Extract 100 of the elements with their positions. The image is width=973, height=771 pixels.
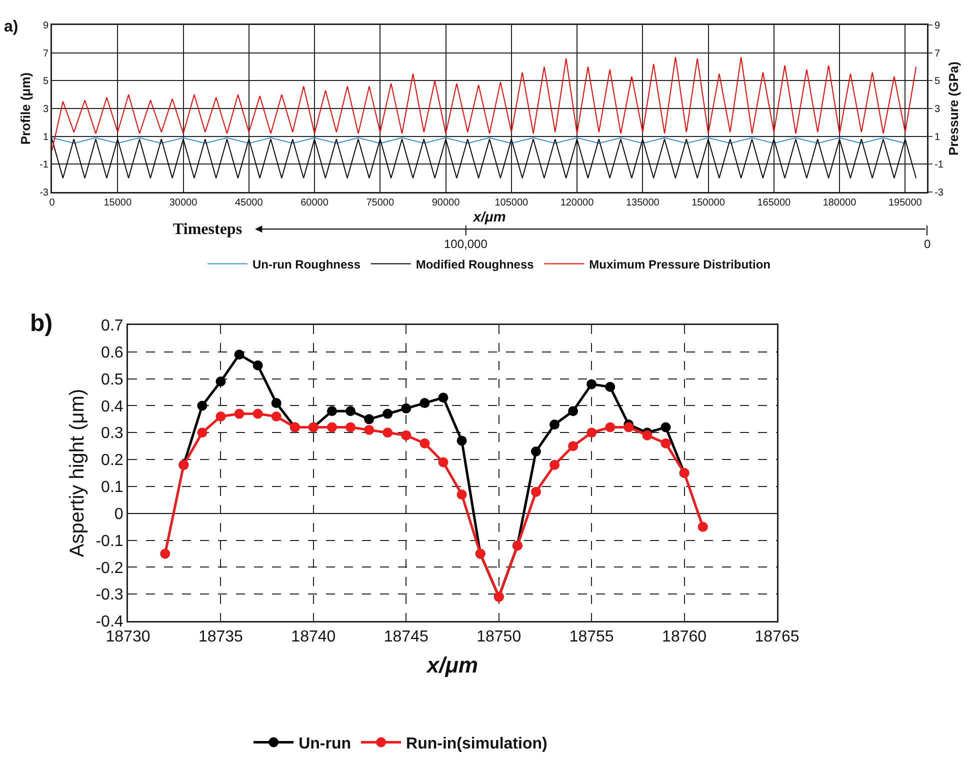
- point: [642, 430, 652, 440]
- y-tick-label: 0.3: [101, 425, 124, 442]
- point: [160, 548, 170, 559]
- y-tick-label: -3: [40, 188, 49, 198]
- point: [197, 400, 208, 411]
- point: [346, 406, 356, 416]
- x-tick-label: 180000: [822, 198, 857, 208]
- y2-tick-label: 5: [934, 76, 940, 88]
- point: [438, 392, 448, 403]
- point: [252, 408, 263, 419]
- y-tick-label: 5: [42, 76, 49, 88]
- point: [234, 408, 244, 419]
- point: [456, 436, 467, 446]
- x-tick-label: 18760: [662, 628, 707, 646]
- y-tick-label: 0.6: [101, 344, 124, 362]
- point: [326, 422, 337, 432]
- y-tick-label: -0.3: [96, 586, 124, 604]
- x-tick-label: 75000: [366, 198, 394, 208]
- x-tick-label: 60000: [300, 198, 329, 208]
- point: [401, 403, 412, 414]
- point: [605, 382, 616, 392]
- y-tick-label: -0.4: [96, 614, 124, 631]
- point: [549, 460, 560, 470]
- x-axis-title: x/μm: [426, 652, 478, 678]
- point: [698, 522, 708, 532]
- x-tick-label: 120000: [560, 198, 594, 208]
- y-tick-label: 7: [42, 48, 49, 60]
- point: [197, 428, 208, 438]
- line-series: [52, 56, 917, 151]
- y-tick-label: 0.5: [101, 371, 124, 388]
- y-tick-label: 9: [42, 20, 49, 32]
- point: [234, 350, 244, 360]
- point: [568, 406, 578, 416]
- point: [660, 438, 671, 448]
- y-tick-label: -0.1: [96, 532, 124, 550]
- chart-title: a): [4, 18, 18, 36]
- x-tick-label: 105000: [494, 198, 528, 208]
- y-tick-label: 3: [42, 104, 49, 115]
- point: [382, 408, 393, 419]
- x-tick-label: 18765: [754, 628, 800, 646]
- x-tick-label: 15000: [104, 198, 132, 208]
- x-axis-title: x/μm: [472, 208, 506, 224]
- y-axis-title: Aspertiy hight (μm): [66, 388, 88, 558]
- x-tick-label: 18730: [106, 628, 150, 646]
- y-tick-label: 1: [42, 132, 49, 143]
- y-tick-label: 0.1: [101, 479, 124, 496]
- y-tick-label: -0.2: [96, 560, 124, 577]
- legend-label: Un-run Roughness: [252, 257, 361, 272]
- x-tick-label: 45000: [234, 198, 264, 208]
- legend-label: Muximum Pressure Distribution: [589, 257, 771, 272]
- y2-tick-label: 9: [934, 20, 940, 32]
- legend-label: Modified Roughness: [416, 257, 534, 272]
- x-tick-label: 18745: [384, 628, 428, 646]
- y-tick-label: 0.7: [101, 318, 124, 335]
- point: [326, 406, 337, 416]
- text: Timesteps: [173, 221, 242, 238]
- point: [216, 376, 226, 387]
- point: [660, 422, 671, 432]
- y-tick-label: 0.4: [101, 398, 124, 416]
- y-tick-label: 0: [114, 506, 124, 523]
- legend-label: Un-run: [298, 736, 352, 752]
- point: [401, 430, 412, 440]
- x-tick-label: 18735: [198, 628, 244, 646]
- point: [271, 398, 282, 408]
- y2-axis-title: Pressure (GPa): [946, 62, 962, 156]
- point: [605, 422, 616, 432]
- point: [364, 414, 374, 424]
- point: [364, 424, 374, 435]
- y-axis-title: Profile (μm): [18, 72, 33, 145]
- y2-tick-label: -1: [934, 160, 944, 171]
- x-tick-label: 90000: [432, 198, 460, 208]
- x-tick-label: 18755: [569, 628, 614, 646]
- point: [530, 486, 541, 497]
- point: [252, 360, 263, 370]
- point: [216, 411, 226, 422]
- point: [530, 446, 541, 456]
- chart-title: b): [30, 310, 53, 337]
- text: 100,000: [444, 237, 488, 251]
- point: [549, 420, 560, 430]
- x-tick-label: 195000: [888, 198, 922, 208]
- x-tick-label: 18740: [291, 628, 336, 646]
- point: [438, 457, 448, 468]
- y2-tick-label: -3: [934, 188, 944, 198]
- point: [271, 411, 282, 422]
- point: [568, 441, 578, 452]
- point: [420, 438, 430, 448]
- legend-label: Run-in(simulation): [406, 736, 548, 752]
- x-tick-label: 18750: [476, 628, 522, 646]
- y-tick-label: 0.2: [101, 452, 124, 470]
- y-tick-label: -1: [40, 160, 49, 171]
- point: [586, 428, 597, 438]
- point: [624, 422, 634, 432]
- point: [456, 490, 467, 500]
- y2-tick-label: 3: [934, 104, 940, 115]
- point: [586, 379, 597, 390]
- x-tick-label: 135000: [626, 198, 660, 208]
- text: 0: [924, 237, 931, 251]
- point: [420, 398, 430, 408]
- x-tick-label: 165000: [757, 198, 791, 208]
- x-tick-label: 150000: [692, 198, 726, 208]
